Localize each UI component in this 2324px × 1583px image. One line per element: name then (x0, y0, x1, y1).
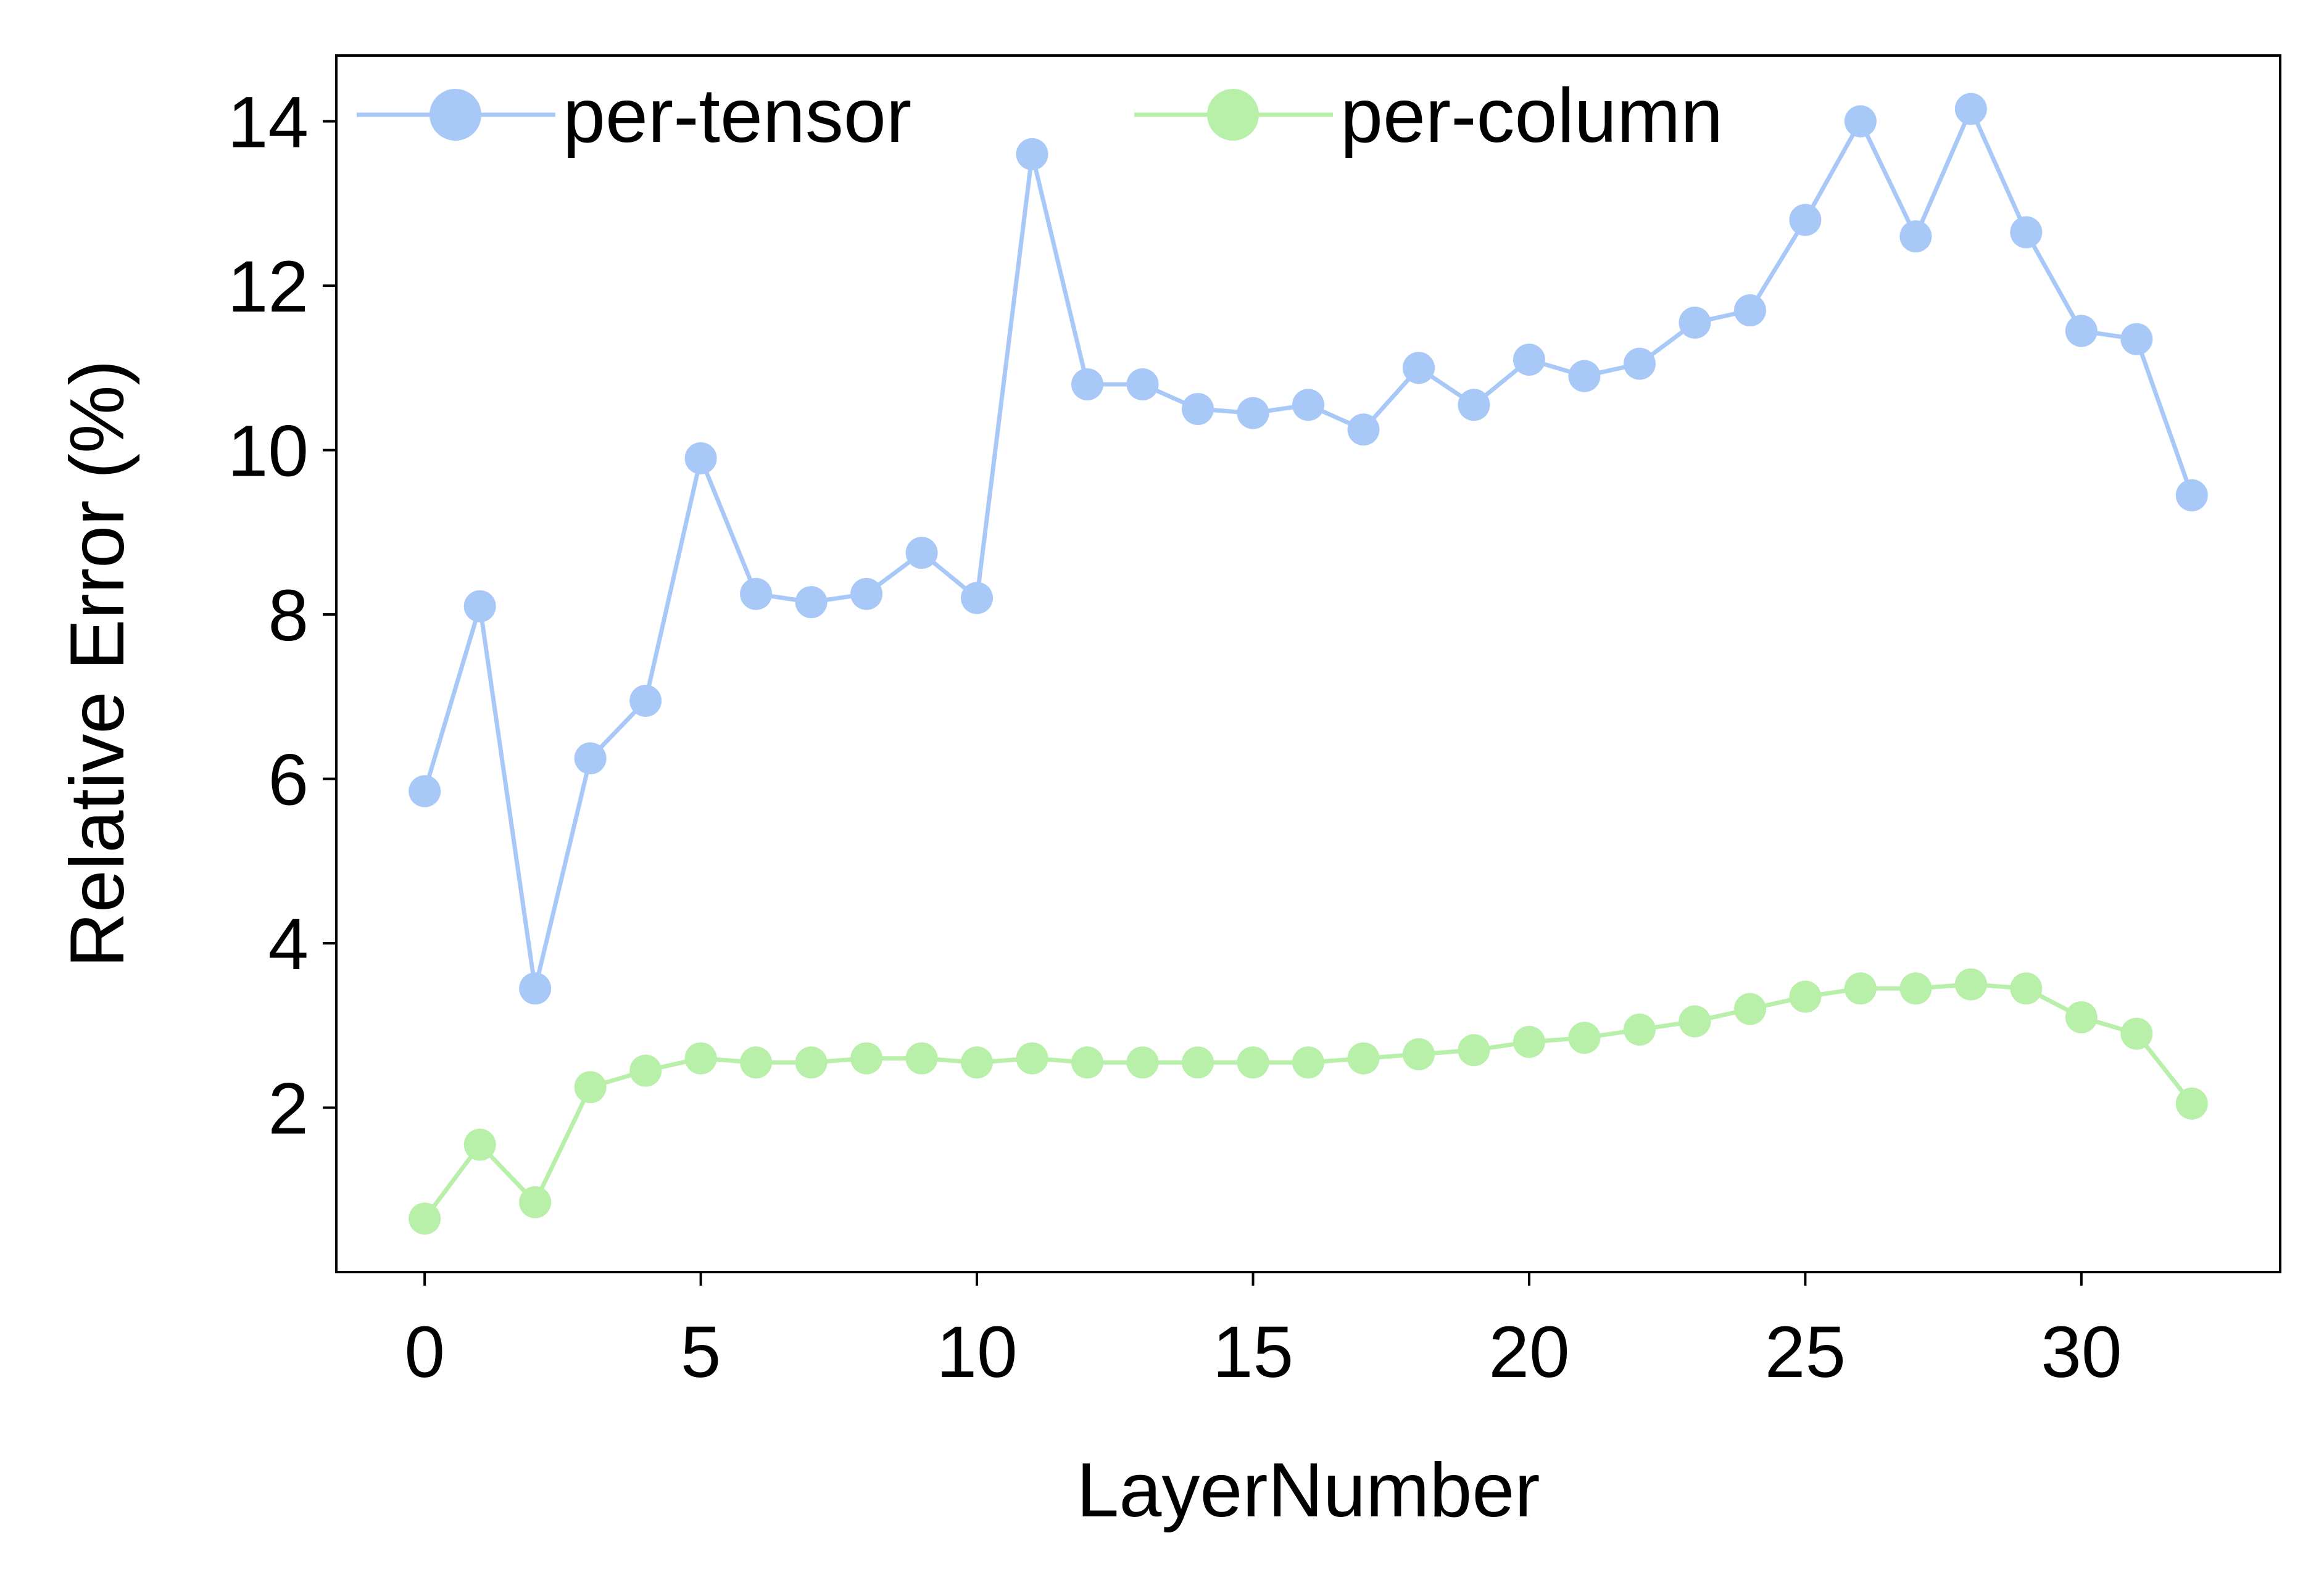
data-point-per-column-15 (1237, 1046, 1269, 1079)
data-point-per-column-30 (2065, 1001, 2098, 1033)
y-tick-label-6: 6 (268, 740, 309, 821)
data-point-per-column-4 (629, 1054, 662, 1087)
data-point-per-tensor-11 (1016, 138, 1048, 170)
data-point-per-column-18 (1402, 1038, 1435, 1070)
series-layer (409, 93, 2208, 1235)
data-point-per-column-31 (2120, 1017, 2153, 1050)
data-point-per-column-13 (1126, 1046, 1159, 1079)
data-point-per-column-29 (2010, 972, 2043, 1005)
data-point-per-column-6 (740, 1046, 773, 1079)
data-point-per-tensor-23 (1679, 307, 1711, 339)
y-tick-label-14: 14 (228, 82, 309, 163)
data-point-per-tensor-24 (1733, 294, 1766, 327)
y-tick-label-2: 2 (268, 1068, 309, 1150)
data-point-per-column-0 (409, 1202, 441, 1235)
data-point-per-column-23 (1679, 1005, 1711, 1038)
data-point-per-tensor-0 (409, 775, 441, 808)
data-point-per-column-8 (850, 1042, 883, 1075)
data-point-per-tensor-14 (1182, 392, 1214, 425)
data-point-per-tensor-28 (1954, 93, 1987, 125)
x-tick-label-10: 10 (936, 1312, 1017, 1393)
data-point-per-tensor-7 (795, 586, 828, 619)
data-point-per-tensor-10 (961, 582, 994, 614)
data-point-per-tensor-13 (1126, 368, 1159, 400)
y-axis-label: Relative Error (%) (55, 360, 140, 967)
data-point-per-column-2 (519, 1186, 552, 1218)
y-tick-label-12: 12 (228, 246, 309, 328)
x-tick-label-25: 25 (1765, 1312, 1846, 1393)
data-point-per-tensor-12 (1071, 368, 1104, 400)
legend-marker-per-tensor (430, 89, 481, 141)
data-point-per-tensor-19 (1458, 389, 1490, 421)
y-tick-label-8: 8 (268, 575, 309, 656)
data-point-per-column-12 (1071, 1046, 1104, 1079)
data-point-per-tensor-15 (1237, 397, 1269, 429)
x-tick-label-5: 5 (681, 1312, 721, 1393)
data-point-per-tensor-25 (1789, 204, 1822, 236)
data-point-per-tensor-16 (1292, 389, 1324, 421)
data-point-per-column-19 (1458, 1034, 1490, 1067)
data-point-per-column-11 (1016, 1042, 1048, 1075)
legend-marker-per-column (1207, 89, 1259, 141)
data-point-per-tensor-18 (1402, 352, 1435, 384)
x-tick-label-30: 30 (2041, 1312, 2122, 1393)
data-point-per-column-10 (961, 1046, 994, 1079)
data-point-per-tensor-1 (463, 590, 496, 622)
data-point-per-column-16 (1292, 1046, 1324, 1079)
x-tick-label-15: 15 (1213, 1312, 1293, 1393)
data-point-per-tensor-5 (684, 442, 717, 474)
data-point-per-tensor-3 (574, 742, 607, 775)
y-axis: 2 4 6 8 10 12 14 (228, 82, 336, 1150)
data-point-per-column-32 (2175, 1087, 2208, 1120)
y-tick-label-4: 4 (268, 904, 309, 985)
data-point-per-tensor-27 (1899, 220, 1932, 253)
data-point-per-column-22 (1623, 1013, 1656, 1046)
data-point-per-column-25 (1789, 980, 1822, 1013)
plot-frame (335, 54, 2281, 1273)
data-point-per-column-14 (1182, 1046, 1214, 1079)
data-point-per-column-27 (1899, 972, 1932, 1005)
data-point-per-tensor-21 (1568, 360, 1601, 392)
data-point-per-column-9 (905, 1042, 938, 1075)
x-tick-label-20: 20 (1488, 1312, 1569, 1393)
legend-label-per-column: per-column (1340, 73, 1723, 159)
data-point-per-column-20 (1513, 1025, 1545, 1058)
data-point-per-tensor-29 (2010, 216, 2043, 249)
data-point-per-tensor-31 (2120, 323, 2153, 355)
x-tick-label-0: 0 (404, 1312, 445, 1393)
data-point-per-column-1 (463, 1128, 496, 1161)
data-point-per-column-17 (1347, 1042, 1380, 1075)
data-point-per-tensor-30 (2065, 315, 2098, 347)
data-point-per-tensor-9 (905, 537, 938, 569)
data-point-per-tensor-4 (629, 684, 662, 717)
data-point-per-column-21 (1568, 1022, 1601, 1054)
x-axis-label: LayerNumber (1076, 1448, 1540, 1533)
legend: per-tensor per-column (357, 73, 1723, 159)
data-point-per-column-24 (1733, 993, 1766, 1025)
data-point-per-tensor-26 (1844, 105, 1877, 138)
data-point-per-tensor-20 (1513, 344, 1545, 376)
data-point-per-tensor-22 (1623, 347, 1656, 380)
data-point-per-tensor-32 (2175, 479, 2208, 511)
y-tick-label-10: 10 (228, 411, 309, 492)
data-point-per-column-7 (795, 1046, 828, 1079)
data-point-per-column-28 (1954, 968, 1987, 1001)
data-point-per-column-5 (684, 1042, 717, 1075)
data-point-per-column-3 (574, 1071, 607, 1104)
data-point-per-tensor-2 (519, 972, 552, 1005)
legend-label-per-tensor: per-tensor (563, 73, 911, 159)
x-axis: 0 5 10 15 20 25 30 (404, 1272, 2122, 1393)
data-point-per-column-26 (1844, 972, 1877, 1005)
data-point-per-tensor-6 (740, 577, 773, 610)
data-point-per-tensor-17 (1347, 413, 1380, 446)
data-point-per-tensor-8 (850, 577, 883, 610)
